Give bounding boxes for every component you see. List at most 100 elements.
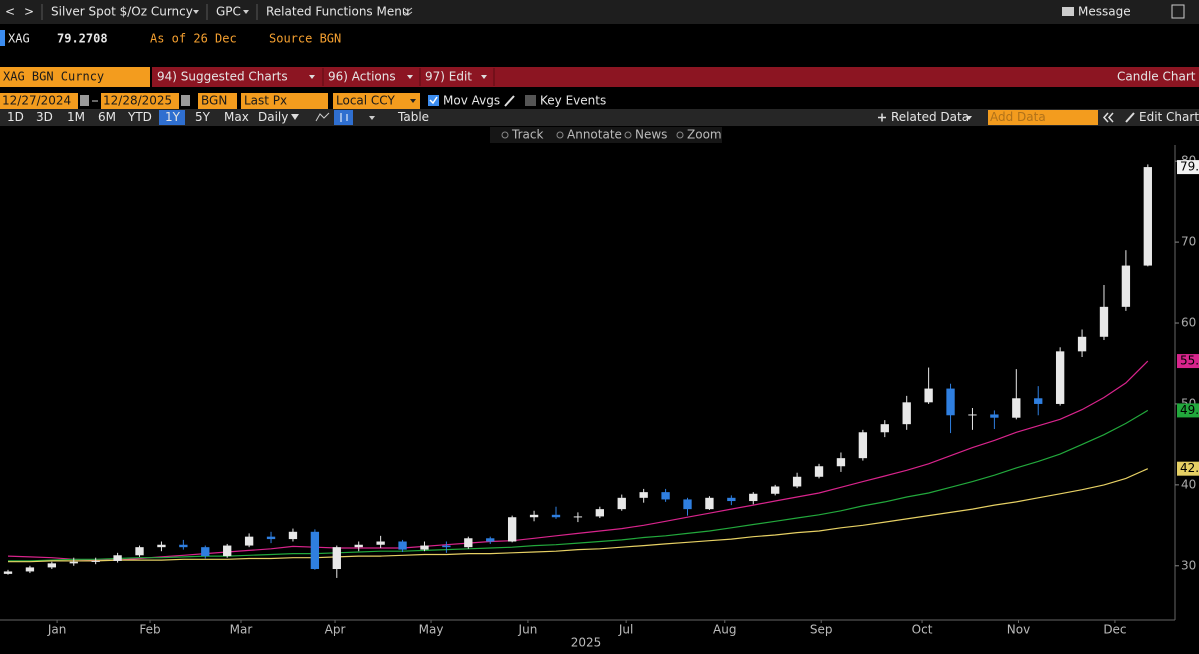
candle-body — [529, 514, 539, 518]
period-button[interactable]: 5Y — [195, 110, 211, 124]
security-field[interactable] — [0, 67, 150, 87]
end-date: 12/28/2025 — [103, 94, 172, 108]
toolbar — [0, 109, 1199, 126]
candle-body — [749, 493, 758, 502]
tool-button[interactable]: Annotate — [567, 128, 622, 142]
candle-body — [880, 424, 889, 433]
related-data-button[interactable]: Related Data — [891, 110, 969, 124]
candle-body — [902, 402, 911, 425]
chart: 304050607080JanFebMarAprMayJunJulAugSepO… — [0, 145, 1199, 650]
period-button[interactable]: 6M — [98, 110, 116, 124]
period-button[interactable]: Max — [224, 110, 249, 124]
last-price-label-box — [1177, 160, 1199, 175]
collapse-icon[interactable] — [1102, 112, 1114, 123]
candle-body — [1121, 265, 1131, 307]
period-buttons: 1D 3D 1M 6M YTD 1Y 5Y Max — [7, 110, 249, 125]
moving-average-label-box — [1177, 403, 1199, 418]
candle-body — [179, 544, 188, 548]
period-button[interactable]: 1M — [67, 110, 85, 124]
currency: Local CCY — [336, 94, 395, 108]
tool-button[interactable]: News — [635, 128, 667, 142]
field: Last Px — [244, 94, 287, 108]
candle-body — [1099, 306, 1109, 337]
dropdown-arrow — [407, 75, 413, 79]
candle-body — [771, 486, 780, 494]
end-date-input[interactable] — [101, 93, 179, 109]
candle-body — [1055, 351, 1065, 404]
candle-body — [661, 492, 670, 500]
checkbox-label[interactable]: Mov Avgs — [443, 94, 500, 108]
window-icon[interactable] — [1171, 4, 1185, 19]
period-button[interactable]: 1D — [7, 110, 24, 124]
period-button[interactable]: 1Y — [165, 110, 181, 124]
x-tick-label: Aug — [713, 623, 736, 637]
period-button[interactable]: 3D — [36, 110, 53, 124]
start-date-input[interactable] — [0, 93, 78, 109]
plus-icon — [878, 113, 886, 122]
x-tick-label: May — [419, 623, 444, 637]
chart-tools — [490, 127, 722, 143]
security-field-text: XAG BGN Curncy — [3, 70, 104, 84]
candle-body — [683, 499, 692, 510]
period-button[interactable]: YTD — [127, 110, 152, 124]
frequency-menu[interactable]: Daily — [258, 110, 288, 124]
candle-body — [836, 458, 846, 467]
candle-body — [1077, 336, 1087, 352]
pencil-icon — [1125, 112, 1135, 123]
menu-item[interactable]: 96) Actions — [328, 70, 396, 84]
message-button[interactable]: Message — [1078, 5, 1131, 19]
checkbox[interactable] — [525, 95, 536, 106]
start-date: 12/27/2024 — [2, 94, 71, 108]
candle-body — [266, 536, 276, 540]
field-input[interactable] — [241, 93, 328, 109]
gpc-menu[interactable]: GPC — [216, 5, 241, 19]
dropdown-arrow — [193, 10, 199, 14]
x-tick-label: Jul — [618, 623, 633, 637]
forward-button[interactable]: > — [24, 5, 34, 19]
candle-body — [135, 547, 144, 556]
related-functions-menu[interactable]: Related Functions Menu — [266, 5, 409, 19]
ticker-marker — [0, 30, 5, 46]
y-tick-label: 30 — [1181, 558, 1196, 572]
edit-chart-button[interactable]: Edit Chart — [1139, 110, 1199, 124]
add-data-input[interactable] — [988, 110, 1098, 125]
tool-button[interactable]: Zoom — [687, 128, 722, 142]
candle-body — [858, 432, 868, 459]
moving-average-label: 49.2 — [1180, 403, 1199, 417]
x-tick-label: Feb — [139, 623, 160, 637]
candle-body — [113, 555, 122, 561]
moving-average-label: 55.3 — [1180, 354, 1199, 368]
checkbox-label[interactable]: Key Events — [540, 94, 606, 108]
candle-style-icon[interactable] — [334, 110, 353, 125]
tool-icon — [676, 131, 684, 139]
candle-body — [595, 509, 604, 517]
dropdown-arrow — [309, 75, 315, 79]
x-tick-label: Sep — [810, 623, 833, 637]
back-button[interactable]: < — [5, 5, 15, 19]
menu-item[interactable]: 97) Edit — [425, 70, 472, 84]
dropdown-arrow — [243, 10, 249, 14]
line-style-icon[interactable] — [315, 112, 330, 122]
tool-button[interactable]: Track — [511, 128, 543, 142]
security-menu[interactable]: Silver Spot $/Oz Curncy — [51, 5, 193, 19]
calendar-icon[interactable] — [80, 95, 89, 106]
chart-kind: Candle Chart — [1117, 70, 1196, 84]
checkbox[interactable] — [428, 95, 439, 106]
x-tick-label: Oct — [912, 623, 933, 637]
candle-body — [617, 497, 626, 510]
moving-average-line — [7, 360, 1149, 561]
currency-input[interactable] — [333, 93, 420, 109]
candle-body — [486, 538, 495, 542]
dropdown-arrow — [291, 114, 299, 120]
calendar-icon[interactable] — [181, 95, 190, 106]
source-input[interactable] — [198, 93, 237, 109]
menu-item[interactable]: 94) Suggested Charts — [157, 70, 288, 84]
tool-icon — [556, 131, 564, 139]
candle-body — [354, 544, 363, 548]
candle-body — [727, 497, 736, 502]
candle-body — [990, 414, 999, 418]
candle-glyph — [340, 113, 348, 122]
candle-body — [1143, 167, 1152, 266]
table-button[interactable]: Table — [397, 110, 429, 124]
candle-body — [1034, 398, 1043, 404]
